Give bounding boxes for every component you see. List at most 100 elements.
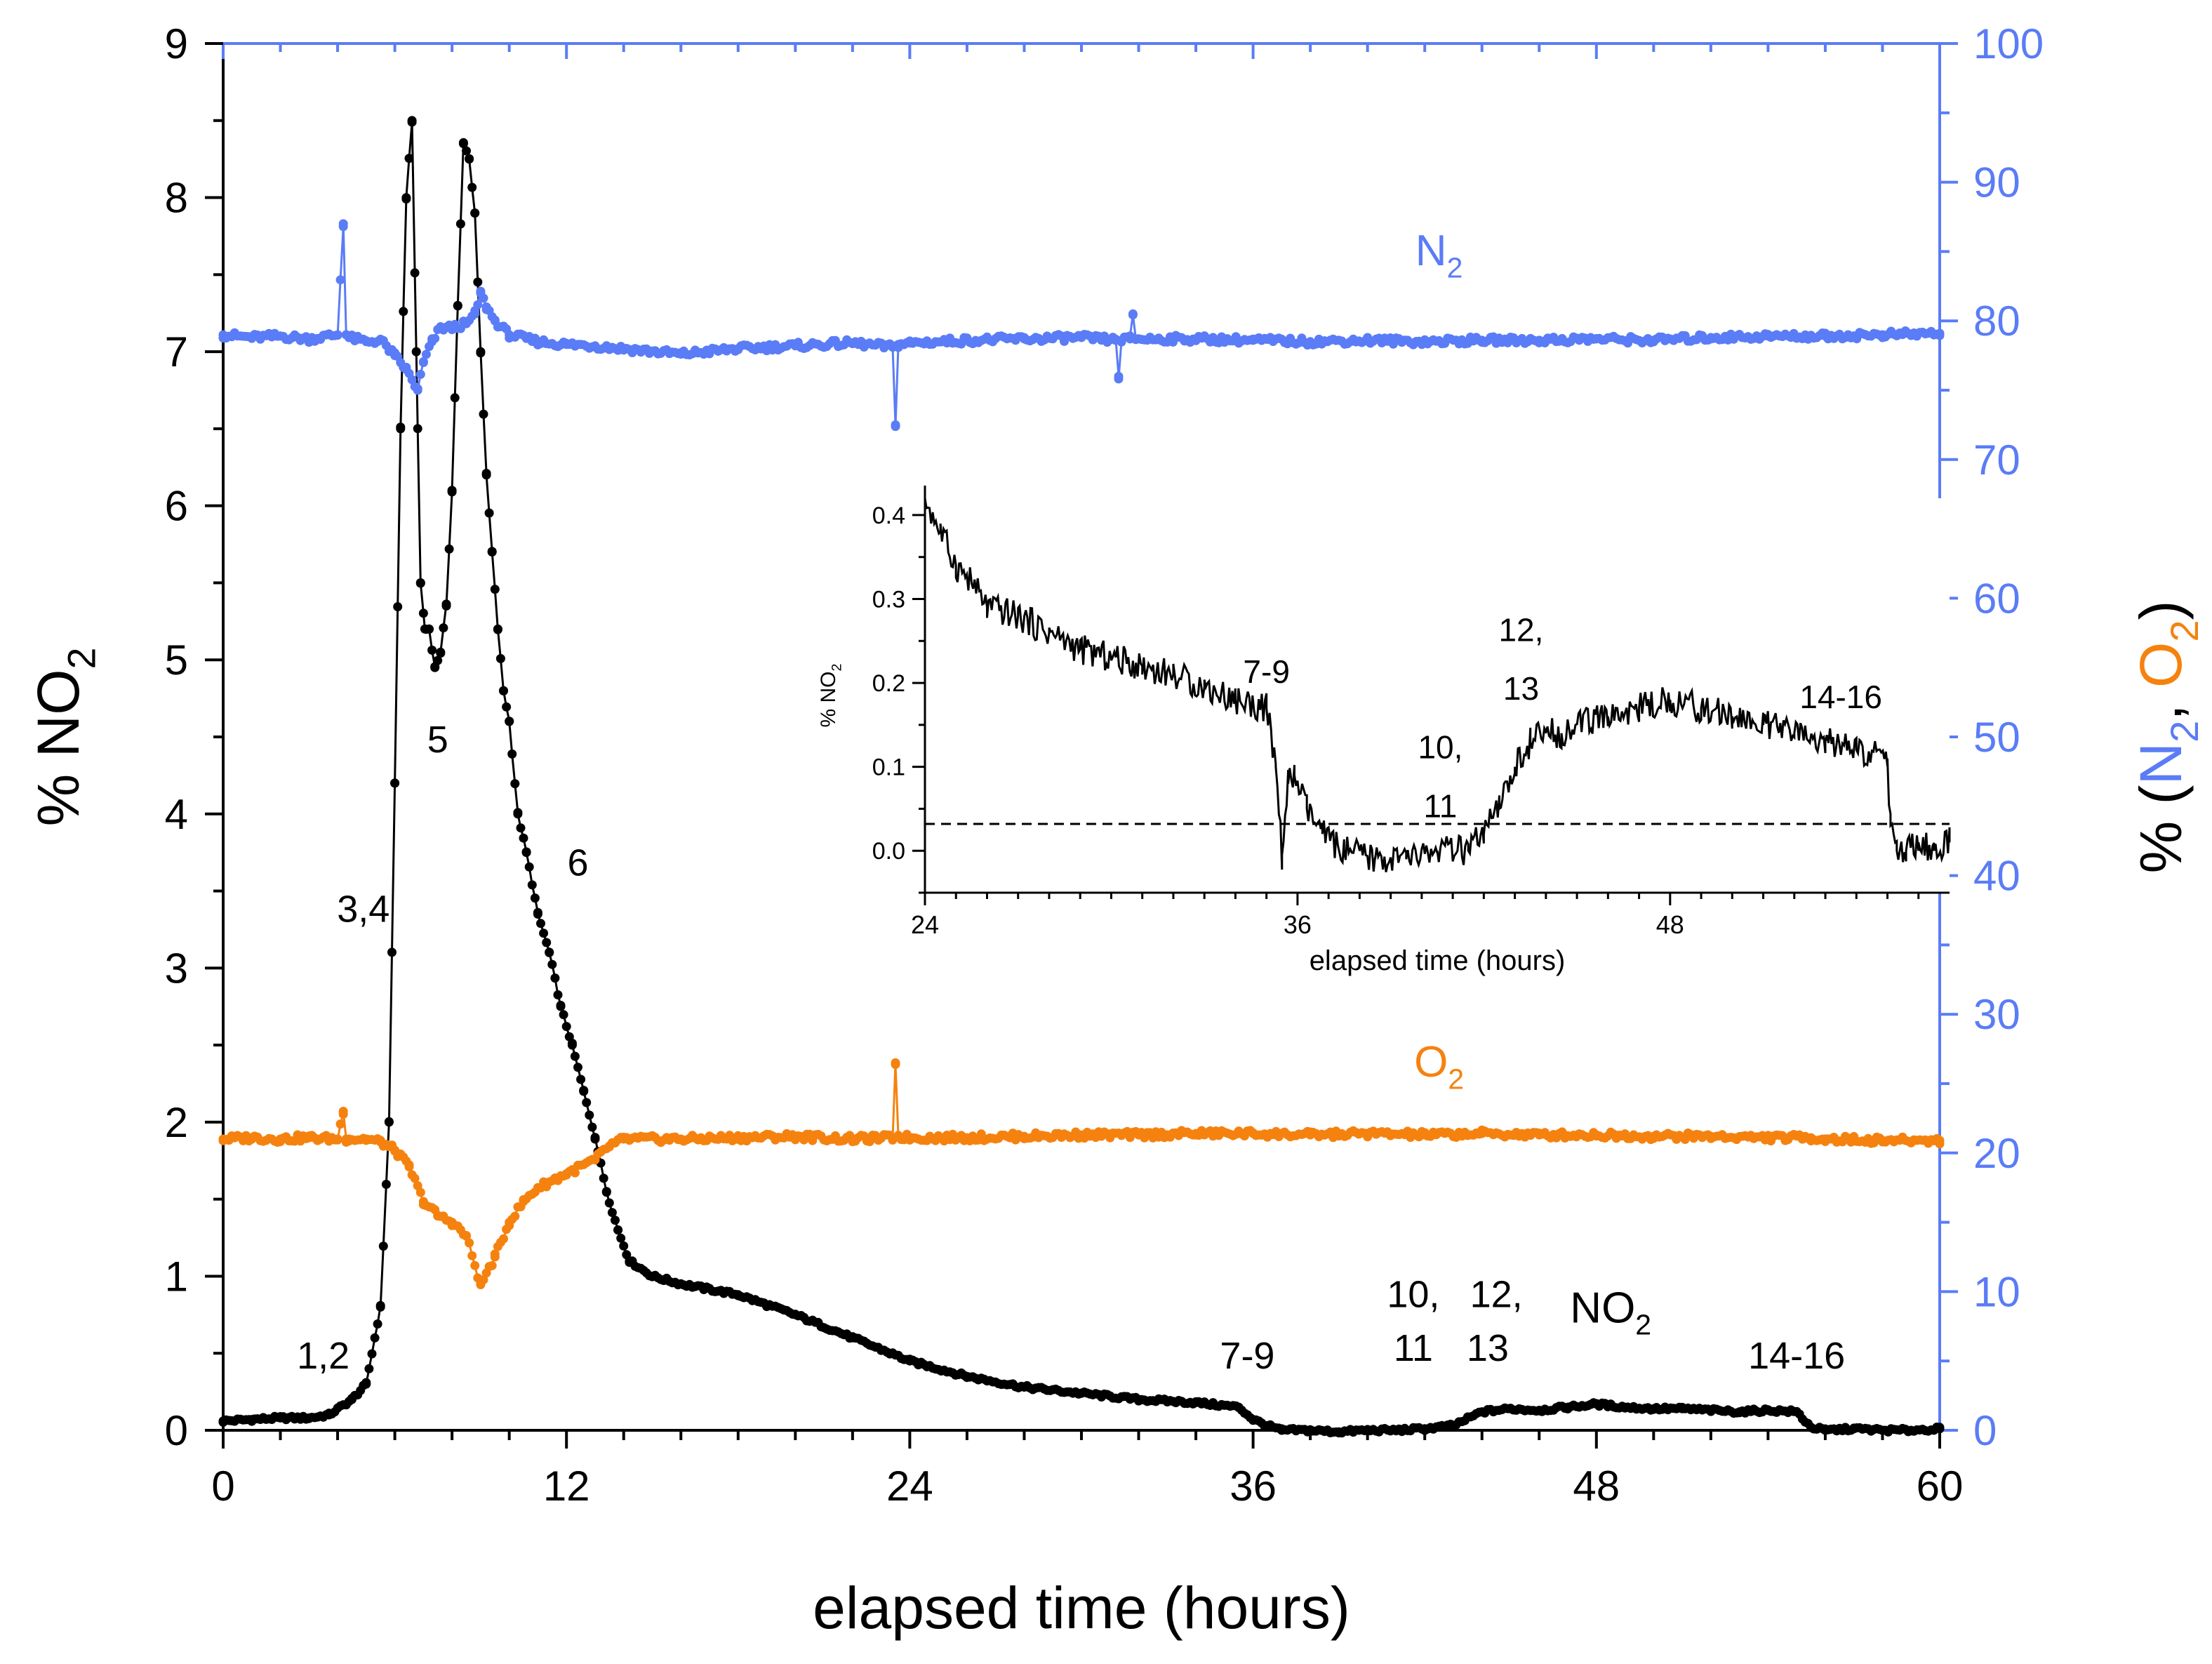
inset-annotation-label: 14-16 <box>1799 679 1882 715</box>
data-point-no2 <box>399 307 408 317</box>
y-axis-title: % NO2 <box>25 648 104 827</box>
annotation-label: 13 <box>1467 1327 1509 1369</box>
data-point-no2 <box>539 928 549 938</box>
data-point-no2 <box>361 1379 371 1389</box>
inset-annotation-label: 10, <box>1418 729 1463 766</box>
data-point-no2 <box>1935 1423 1945 1432</box>
data-point-no2 <box>530 893 540 903</box>
y-right-tick-label: 60 <box>1973 575 2020 622</box>
data-point-no2 <box>427 645 437 655</box>
y-right-tick-label: 90 <box>1973 159 2020 206</box>
data-point-o2 <box>470 1260 480 1270</box>
data-point-no2 <box>533 910 542 919</box>
y-tick-label: 9 <box>165 20 188 67</box>
main-series-layer <box>218 116 1945 1438</box>
data-point-no2 <box>453 300 462 310</box>
data-point-no2 <box>458 139 468 149</box>
data-point-no2 <box>418 608 428 618</box>
data-point-n2 <box>338 219 348 229</box>
data-point-no2 <box>487 547 497 557</box>
data-point-no2 <box>410 268 420 278</box>
data-point-no2 <box>507 749 517 759</box>
data-point-n2 <box>415 369 425 379</box>
data-point-no2 <box>367 1349 377 1359</box>
data-point-no2 <box>396 424 406 434</box>
annotation-label: 6 <box>567 842 588 884</box>
data-point-o2 <box>510 1211 520 1221</box>
data-point-o2 <box>487 1260 497 1270</box>
data-point-o2 <box>479 1275 488 1284</box>
data-point-no2 <box>465 154 474 164</box>
data-point-no2 <box>455 219 465 229</box>
x-tick-label: 48 <box>1573 1463 1620 1510</box>
data-point-no2 <box>473 277 483 287</box>
data-point-n2 <box>1935 331 1945 340</box>
x-tick-label: 36 <box>1230 1463 1277 1510</box>
data-point-no2 <box>430 663 440 672</box>
data-point-no2 <box>599 1173 608 1183</box>
y-right-tick-label: 80 <box>1973 298 2020 345</box>
data-point-n2 <box>430 333 440 343</box>
data-point-no2 <box>476 347 486 357</box>
data-point-no2 <box>536 919 545 928</box>
main-axes: 0 12 24 36 48 6001234567890102030405060708090… <box>25 20 2206 1641</box>
data-point-o2 <box>335 1119 345 1129</box>
data-point-no2 <box>436 647 446 657</box>
data-point-no2 <box>467 182 477 192</box>
data-point-o2 <box>467 1251 477 1260</box>
data-point-no2 <box>401 193 411 203</box>
series-label: N2 <box>1415 227 1463 284</box>
data-point-no2 <box>479 409 488 419</box>
data-point-no2 <box>542 938 552 947</box>
y-tick-label: 3 <box>165 945 188 992</box>
inset-x-tick-label: 48 <box>1656 910 1684 939</box>
inset-y-tick-label: 0.0 <box>872 838 905 865</box>
inset-x-axis-title: elapsed time (hours) <box>1310 945 1566 976</box>
y-tick-label: 8 <box>165 175 188 222</box>
data-point-no2 <box>524 862 534 872</box>
data-point-no2 <box>587 1122 597 1132</box>
inset-annotation-label: 13 <box>1503 670 1539 707</box>
y-right-tick-label: 30 <box>1973 991 2020 1038</box>
data-point-no2 <box>390 778 400 788</box>
y-tick-label: 1 <box>165 1253 188 1300</box>
inset-y-tick-label: 0.2 <box>872 670 905 697</box>
data-point-no2 <box>550 973 560 983</box>
data-point-no2 <box>527 880 537 890</box>
data-point-no2 <box>601 1187 611 1197</box>
data-point-no2 <box>470 208 480 218</box>
data-point-no2 <box>502 702 512 712</box>
data-point-no2 <box>570 1051 580 1061</box>
data-point-no2 <box>381 1180 391 1189</box>
data-point-no2 <box>373 1319 382 1329</box>
data-point-no2 <box>545 947 554 957</box>
x-tick-label: 0 <box>211 1463 234 1510</box>
data-point-no2 <box>407 116 417 126</box>
y-right-tick-label: 0 <box>1973 1407 1997 1454</box>
data-point-n2 <box>421 350 431 359</box>
data-point-no2 <box>439 623 448 633</box>
data-point-no2 <box>585 1110 594 1120</box>
y-tick-label: 4 <box>165 791 188 838</box>
data-point-no2 <box>573 1063 582 1072</box>
annotation-label: 10, <box>1387 1273 1439 1315</box>
data-point-no2 <box>567 1040 577 1050</box>
data-point-o2 <box>1935 1139 1945 1149</box>
data-point-n2 <box>335 275 345 285</box>
y-right-tick-label: 50 <box>1973 714 2020 761</box>
x-tick-label: 24 <box>886 1463 933 1510</box>
data-point-no2 <box>513 809 523 819</box>
inset-x-tick-label: 36 <box>1284 910 1312 939</box>
data-point-n2 <box>473 300 483 309</box>
data-point-no2 <box>547 959 557 969</box>
data-point-no2 <box>516 823 526 833</box>
data-point-no2 <box>387 947 397 957</box>
data-point-no2 <box>425 624 434 634</box>
inset-y-tick-label: 0.1 <box>872 754 905 781</box>
data-point-no2 <box>499 686 508 695</box>
data-point-o2 <box>465 1238 474 1248</box>
data-point-no2 <box>556 1001 566 1011</box>
data-point-no2 <box>447 486 457 495</box>
y-tick-label: 5 <box>165 637 188 684</box>
